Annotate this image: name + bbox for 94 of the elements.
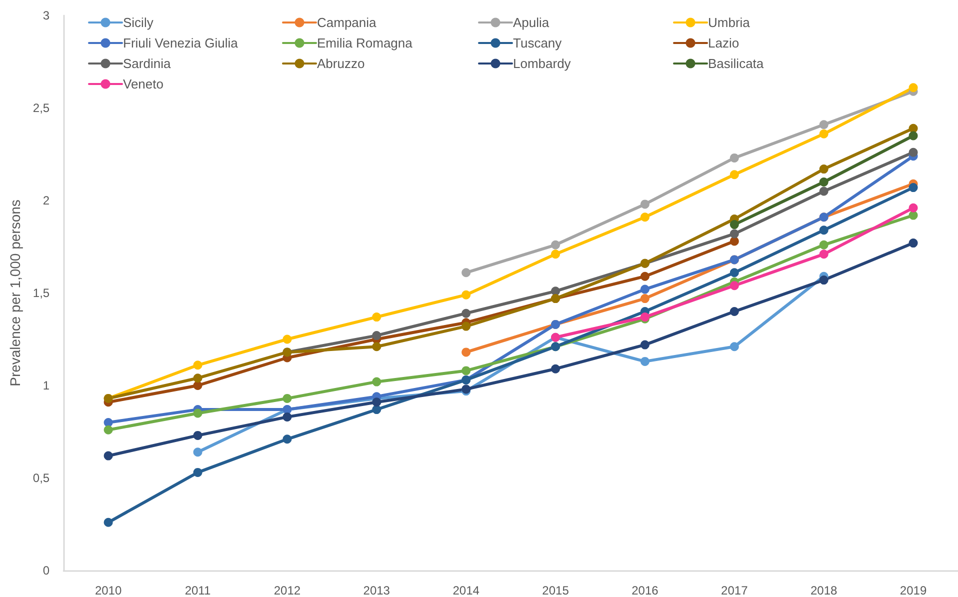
x-tick-label: 2019: [900, 584, 927, 597]
point: [551, 250, 560, 259]
point: [282, 334, 292, 344]
point: [104, 418, 113, 427]
point: [640, 284, 650, 294]
point: [819, 164, 828, 174]
point: [551, 286, 560, 296]
legend-label: Lombardy: [513, 56, 572, 71]
point: [819, 186, 828, 196]
point: [819, 178, 828, 186]
legend-label: Lazio: [708, 36, 740, 50]
point: [908, 131, 918, 140]
y-tick-label: 0,5: [32, 471, 50, 485]
point: [730, 220, 739, 230]
x-tick-label: 2014: [452, 584, 480, 597]
point: [730, 229, 739, 238]
point: [193, 408, 202, 418]
point: [730, 342, 739, 352]
point: [551, 240, 560, 250]
point: [640, 200, 650, 209]
y-tick-label: 2: [42, 194, 50, 208]
point: [193, 381, 202, 390]
point: [104, 518, 113, 527]
point: [104, 451, 113, 460]
y-axis-title: Prevalence per 1,000 persons: [7, 200, 23, 386]
point: [193, 448, 202, 457]
y-tick-label: 0: [42, 564, 50, 578]
x-tick-label: 2016: [632, 584, 659, 597]
point: [640, 340, 650, 350]
point: [193, 468, 202, 477]
y-tick-label: 2,5: [32, 101, 50, 115]
legend-label: Veneto: [123, 76, 164, 92]
point: [104, 425, 113, 434]
point: [193, 374, 202, 383]
point: [819, 226, 828, 235]
point: [462, 290, 471, 300]
point: [819, 250, 828, 259]
point: [908, 83, 918, 92]
legend-label: Abruzzo: [317, 56, 365, 71]
point: [462, 308, 471, 318]
point: [819, 120, 828, 130]
x-tick-label: 2017: [721, 584, 748, 597]
point: [730, 307, 739, 316]
legend-label: Basilicata: [708, 56, 764, 71]
point: [282, 412, 292, 422]
legend-label: Sicily: [123, 15, 154, 30]
point: [819, 276, 828, 285]
point: [640, 272, 650, 281]
point: [462, 366, 471, 376]
point: [372, 405, 382, 414]
point: [819, 129, 828, 138]
x-tick-label: 2013: [363, 584, 390, 597]
point: [193, 430, 202, 440]
point: [908, 124, 918, 133]
x-tick-label: 2011: [184, 584, 211, 597]
x-tick-label: 2010: [94, 584, 122, 597]
y-tick-label: 3: [42, 8, 50, 22]
x-tick-label: 2015: [542, 584, 570, 597]
point: [819, 240, 828, 250]
point: [372, 342, 382, 352]
point: [372, 331, 382, 340]
point: [908, 183, 918, 192]
point: [193, 360, 202, 370]
legend-label: Campania: [317, 15, 378, 30]
point: [730, 281, 739, 290]
point: [908, 238, 918, 248]
y-tick-label: 1,5: [32, 286, 50, 300]
legend-label: Umbria: [708, 15, 751, 30]
point: [908, 203, 918, 212]
x-tick-label: 2012: [274, 584, 301, 597]
point: [730, 268, 739, 278]
point: [640, 294, 650, 304]
point: [640, 212, 650, 222]
legend-label: Friuli Venezia Giulia: [123, 36, 239, 50]
point: [462, 322, 471, 331]
legend-label: Emilia Romagna: [317, 36, 414, 50]
point: [372, 312, 382, 322]
legend-label: Apulia: [513, 15, 550, 30]
point: [551, 364, 560, 374]
legend-label: Sardinia: [123, 56, 172, 71]
legend-label: Tuscany: [513, 36, 562, 50]
point: [730, 153, 739, 162]
point: [908, 148, 918, 157]
y-tick-label: 1: [42, 378, 50, 392]
point: [730, 170, 739, 180]
point: [462, 348, 471, 357]
point: [730, 236, 739, 246]
x-tick-label: 2018: [810, 584, 838, 597]
point: [282, 394, 292, 403]
point: [462, 268, 471, 278]
point: [640, 356, 650, 366]
point: [372, 398, 382, 407]
point: [372, 377, 382, 386]
point: [282, 434, 292, 444]
